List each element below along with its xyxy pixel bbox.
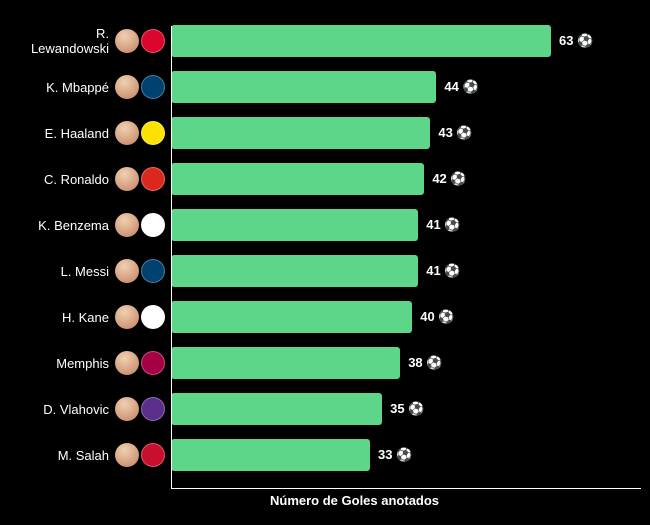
player-row: C. Ronaldo 42 ⚽ (20, 156, 630, 202)
player-avatar-icon (115, 305, 139, 329)
bar-area: 41 ⚽ (171, 248, 630, 294)
goal-bar (171, 255, 418, 287)
goal-value-label: 40 ⚽ (420, 309, 454, 325)
player-avatar-icon (115, 259, 139, 283)
x-axis-line (171, 488, 641, 489)
bar-area: 41 ⚽ (171, 202, 630, 248)
player-name-label: D. Vlahovic (20, 402, 115, 417)
club-badge-icon (141, 351, 165, 375)
club-badge-icon (141, 443, 165, 467)
player-name-label: H. Kane (20, 310, 115, 325)
player-row: K. Mbappé 44 ⚽ (20, 64, 630, 110)
goal-bar (171, 117, 430, 149)
player-name-label: L. Messi (20, 264, 115, 279)
goal-value-label: 41 ⚽ (426, 263, 460, 279)
player-name-label: C. Ronaldo (20, 172, 115, 187)
player-avatar-icon (115, 167, 139, 191)
player-row: K. Benzema 41 ⚽ (20, 202, 630, 248)
club-badge-icon (141, 75, 165, 99)
x-axis-label: Número de Goles anotados (270, 493, 439, 508)
player-avatar-icon (115, 121, 139, 145)
player-name-label: K. Mbappé (20, 80, 115, 95)
bar-area: 35 ⚽ (171, 386, 630, 432)
bar-area: 42 ⚽ (171, 156, 630, 202)
bar-area: 38 ⚽ (171, 340, 630, 386)
player-avatar-icon (115, 213, 139, 237)
player-row: H. Kane 40 ⚽ (20, 294, 630, 340)
player-avatar-icon (115, 443, 139, 467)
chart-rows: R. Lewandowski 63 ⚽ K. Mbappé 44 ⚽ E. Haalan… (20, 18, 630, 478)
club-badge-icon (141, 213, 165, 237)
player-avatar-icon (115, 75, 139, 99)
goal-bar (171, 25, 551, 57)
player-row: R. Lewandowski 63 ⚽ (20, 18, 630, 64)
bar-area: 33 ⚽ (171, 432, 630, 478)
goal-value-label: 43 ⚽ (438, 125, 472, 141)
player-name-label: E. Haaland (20, 126, 115, 141)
club-badge-icon (141, 259, 165, 283)
bar-area: 63 ⚽ (171, 18, 630, 64)
bar-area: 40 ⚽ (171, 294, 630, 340)
bar-area: 44 ⚽ (171, 64, 630, 110)
club-badge-icon (141, 121, 165, 145)
club-badge-icon (141, 397, 165, 421)
goal-bar (171, 163, 424, 195)
chart-container: R. Lewandowski 63 ⚽ K. Mbappé 44 ⚽ E. Haalan… (20, 18, 630, 508)
player-avatar-icon (115, 397, 139, 421)
player-avatar-icon (115, 29, 139, 53)
goal-value-label: 33 ⚽ (378, 447, 412, 463)
club-badge-icon (141, 305, 165, 329)
player-name-label: R. Lewandowski (20, 26, 115, 56)
player-row: M. Salah 33 ⚽ (20, 432, 630, 478)
goal-value-label: 63 ⚽ (559, 33, 593, 49)
goal-value-label: 38 ⚽ (408, 355, 442, 371)
goal-bar (171, 439, 370, 471)
player-row: D. Vlahovic 35 ⚽ (20, 386, 630, 432)
goal-bar (171, 301, 412, 333)
goal-value-label: 41 ⚽ (426, 217, 460, 233)
player-row: Memphis 38 ⚽ (20, 340, 630, 386)
goal-bar (171, 71, 436, 103)
goal-value-label: 42 ⚽ (432, 171, 466, 187)
goal-bar (171, 209, 418, 241)
player-name-label: M. Salah (20, 448, 115, 463)
player-row: L. Messi 41 ⚽ (20, 248, 630, 294)
player-row: E. Haaland 43 ⚽ (20, 110, 630, 156)
player-name-label: K. Benzema (20, 218, 115, 233)
player-avatar-icon (115, 351, 139, 375)
goal-bar (171, 393, 382, 425)
goal-value-label: 35 ⚽ (390, 401, 424, 417)
club-badge-icon (141, 167, 165, 191)
goal-bar (171, 347, 400, 379)
y-axis-line (171, 26, 172, 488)
club-badge-icon (141, 29, 165, 53)
player-name-label: Memphis (20, 356, 115, 371)
bar-area: 43 ⚽ (171, 110, 630, 156)
goal-value-label: 44 ⚽ (444, 79, 478, 95)
